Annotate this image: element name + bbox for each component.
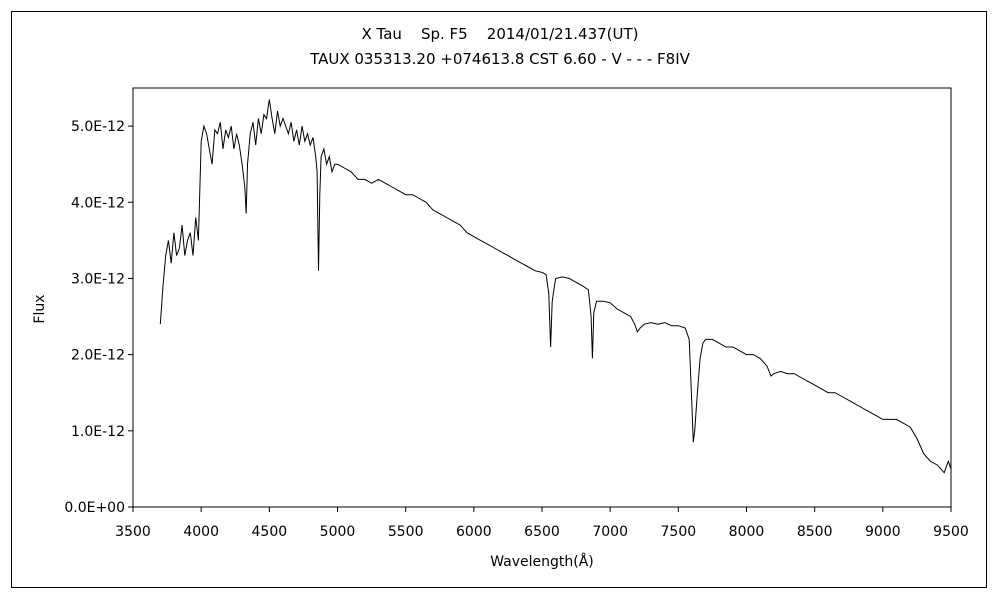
x-tick-label: 9500 [933, 524, 969, 540]
x-tick-label: 3500 [115, 524, 151, 540]
plot-area-border [132, 87, 952, 508]
x-tick-label: 4500 [252, 524, 288, 540]
x-axis-label: Wavelength(Å) [490, 553, 594, 570]
x-tick-label: 4000 [183, 524, 219, 540]
chart-frame [11, 11, 987, 588]
x-tick-label: 6500 [524, 524, 560, 540]
x-tick-label: 7000 [592, 524, 628, 540]
y-axis-label: Flux [32, 294, 48, 323]
y-tick-label: 2.0E-12 [71, 348, 125, 364]
x-tick-label: 5000 [320, 524, 356, 540]
x-tick-label: 6000 [456, 524, 492, 540]
x-axis: 3500 4000 4500 5000 5500 6000 6500 7000 7500 8000… [115, 507, 969, 540]
y-tick-label: 3.0E-12 [71, 271, 125, 287]
y-tick-label: 4.0E-12 [71, 195, 125, 211]
spectrum-line [159, 99, 952, 474]
y-tick-label: 1.0E-12 [71, 424, 125, 440]
chart-subtitle: TAUX 035313.20 +074613.8 CST 6.60 - V - … [310, 50, 690, 68]
y-tick-label: 5.0E-12 [71, 119, 125, 135]
y-tick-label: 0.0E+00 [64, 500, 125, 516]
x-tick-label: 5500 [388, 524, 424, 540]
x-tick-label: 9000 [865, 524, 901, 540]
x-tick-label: 8500 [797, 524, 833, 540]
x-tick-label: 8000 [729, 524, 765, 540]
x-tick-label: 7500 [661, 524, 697, 540]
y-axis: 0.0E+00 1.0E-12 2.0E-12 3.0E-12 4.0E-12 5.0E-… [64, 119, 133, 516]
chart-title: X Tau Sp. F5 2014/01/21.437(UT) [361, 25, 639, 43]
